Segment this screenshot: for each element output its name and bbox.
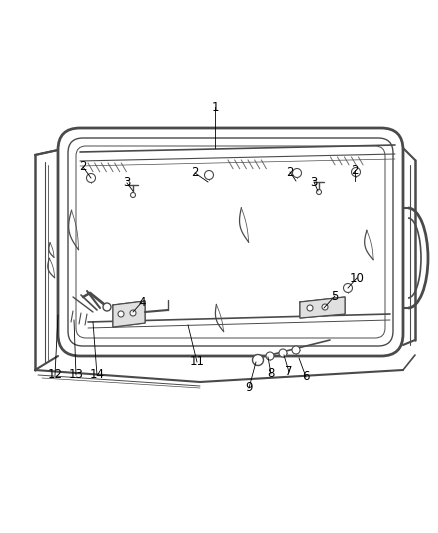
Text: 1: 1: [211, 101, 218, 114]
Text: 12: 12: [47, 368, 62, 382]
Circle shape: [265, 352, 273, 360]
Circle shape: [130, 192, 135, 198]
Text: 4: 4: [138, 295, 145, 309]
Text: 2: 2: [79, 160, 87, 174]
Text: 5: 5: [331, 289, 338, 303]
Circle shape: [321, 304, 327, 310]
Polygon shape: [113, 301, 145, 327]
Text: 10: 10: [349, 271, 364, 285]
Polygon shape: [299, 297, 344, 318]
Circle shape: [292, 168, 301, 177]
Circle shape: [118, 311, 124, 317]
Text: 13: 13: [68, 368, 83, 382]
Circle shape: [343, 284, 352, 293]
Circle shape: [86, 174, 95, 182]
Text: 2: 2: [286, 166, 293, 179]
Text: 3: 3: [123, 176, 131, 190]
Text: 7: 7: [285, 366, 292, 378]
Text: 14: 14: [89, 368, 104, 382]
Circle shape: [252, 354, 263, 366]
Text: 8: 8: [267, 367, 274, 381]
Circle shape: [279, 349, 286, 357]
Circle shape: [316, 190, 321, 195]
Circle shape: [103, 303, 111, 311]
Text: 2: 2: [350, 164, 358, 176]
Text: 6: 6: [301, 370, 309, 384]
Text: 3: 3: [310, 175, 317, 189]
Circle shape: [306, 305, 312, 311]
Circle shape: [291, 346, 299, 354]
Text: 2: 2: [191, 166, 198, 180]
Text: 11: 11: [189, 356, 204, 368]
Circle shape: [351, 167, 360, 176]
Text: 9: 9: [245, 382, 252, 394]
Circle shape: [204, 171, 213, 180]
Circle shape: [130, 310, 136, 316]
